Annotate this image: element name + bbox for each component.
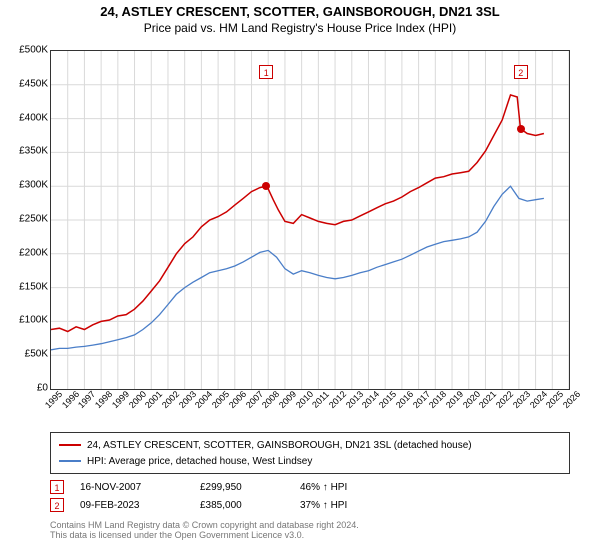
sales-row: 1 16-NOV-2007£299,95046% ↑ HPI <box>50 478 400 496</box>
sales-date: 09-FEB-2023 <box>80 500 200 511</box>
sales-table: 1 16-NOV-2007£299,95046% ↑ HPI 2 09-FEB-202… <box>50 478 400 514</box>
sales-price: £299,950 <box>200 482 300 493</box>
x-tick-label: 2009 <box>277 389 298 410</box>
x-tick-label: 2025 <box>544 389 565 410</box>
y-tick-label: £50K <box>4 349 48 360</box>
legend-label: HPI: Average price, detached house, West… <box>87 456 312 467</box>
y-tick-label: £250K <box>4 214 48 225</box>
x-tick-label: 2006 <box>227 389 248 410</box>
sales-row: 2 09-FEB-2023£385,00037% ↑ HPI <box>50 496 400 514</box>
footnote-line-2: This data is licensed under the Open Gov… <box>50 530 359 540</box>
x-tick-label: 1998 <box>93 389 114 410</box>
x-tick-label: 2011 <box>310 389 331 410</box>
x-tick-label: 2022 <box>494 389 515 410</box>
x-axis: 1995199619971998199920002001200220032004… <box>50 392 570 422</box>
x-tick-label: 1999 <box>110 389 131 410</box>
sale-marker-dot <box>262 182 270 190</box>
x-tick-label: 2023 <box>511 389 532 410</box>
x-tick-label: 2007 <box>243 389 264 410</box>
y-tick-label: £150K <box>4 281 48 292</box>
legend-box: 24, ASTLEY CRESCENT, SCOTTER, GAINSBOROU… <box>50 432 570 474</box>
sales-date: 16-NOV-2007 <box>80 482 200 493</box>
y-tick-label: £400K <box>4 112 48 123</box>
sale-marker-box: 1 <box>259 65 273 79</box>
legend-item: HPI: Average price, detached house, West… <box>59 453 561 469</box>
y-axis: £0£50K£100K£150K£200K£250K£300K£350K£400… <box>4 50 48 390</box>
sale-marker-dot <box>517 125 525 133</box>
sales-row-marker: 2 <box>50 498 64 512</box>
sales-diff: 46% ↑ HPI <box>300 482 400 493</box>
x-tick-label: 2012 <box>327 389 348 410</box>
sales-diff: 37% ↑ HPI <box>300 500 400 511</box>
x-tick-label: 2005 <box>210 389 231 410</box>
x-tick-label: 2004 <box>193 389 214 410</box>
x-tick-label: 2019 <box>444 389 465 410</box>
y-tick-label: £300K <box>4 180 48 191</box>
x-tick-label: 2015 <box>377 389 398 410</box>
line-series <box>51 186 544 350</box>
x-tick-label: 2002 <box>160 389 181 410</box>
sales-row-marker: 1 <box>50 480 64 494</box>
chart-subtitle: Price paid vs. HM Land Registry's House … <box>0 21 600 35</box>
y-tick-label: £350K <box>4 146 48 157</box>
x-tick-label: 2016 <box>394 389 415 410</box>
sale-marker-box: 2 <box>514 65 528 79</box>
legend-swatch <box>59 444 81 446</box>
y-tick-label: £100K <box>4 315 48 326</box>
x-tick-label: 2026 <box>561 389 582 410</box>
x-tick-label: 2018 <box>427 389 448 410</box>
y-tick-label: £450K <box>4 78 48 89</box>
y-tick-label: £200K <box>4 247 48 258</box>
y-tick-label: £0 <box>4 383 48 394</box>
legend-label: 24, ASTLEY CRESCENT, SCOTTER, GAINSBOROU… <box>87 440 472 451</box>
x-tick-label: 2021 <box>477 389 498 410</box>
x-tick-label: 2014 <box>360 389 381 410</box>
chart-title: 24, ASTLEY CRESCENT, SCOTTER, GAINSBOROU… <box>0 4 600 19</box>
x-tick-label: 2008 <box>260 389 281 410</box>
chart-plot-area: 12 <box>50 50 570 390</box>
x-tick-label: 1997 <box>76 389 97 410</box>
x-tick-label: 2001 <box>143 389 164 410</box>
y-tick-label: £500K <box>4 45 48 56</box>
chart-svg <box>51 51 569 389</box>
footnote: Contains HM Land Registry data © Crown c… <box>50 520 359 540</box>
legend-swatch <box>59 460 81 462</box>
footnote-line-1: Contains HM Land Registry data © Crown c… <box>50 520 359 530</box>
sales-price: £385,000 <box>200 500 300 511</box>
line-series <box>51 95 544 332</box>
legend-item: 24, ASTLEY CRESCENT, SCOTTER, GAINSBOROU… <box>59 437 561 453</box>
